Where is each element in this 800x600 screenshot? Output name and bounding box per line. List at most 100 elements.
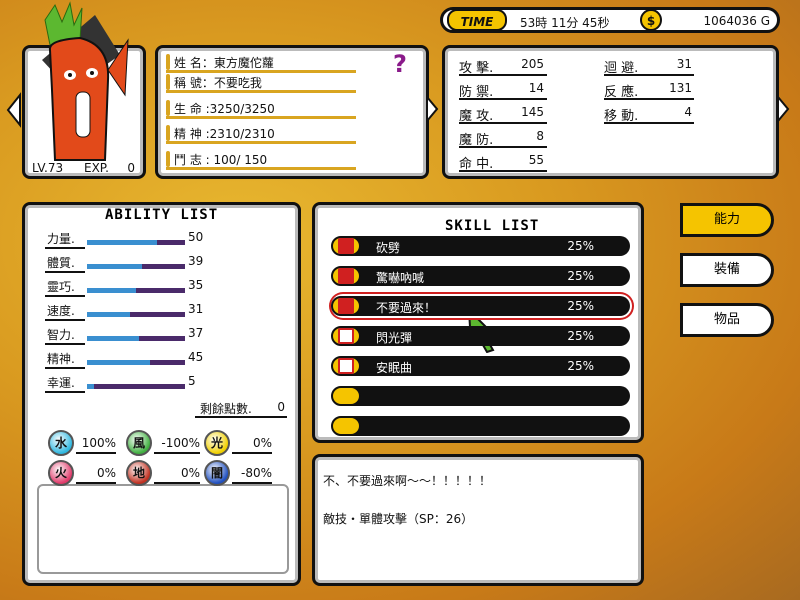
underline <box>166 116 356 119</box>
stat-label: 反 應. <box>604 85 639 100</box>
element-value: 0% <box>180 466 200 480</box>
profile-bar <box>166 151 170 167</box>
arrow <box>777 95 790 123</box>
underline <box>232 482 272 484</box>
skill-cap <box>331 386 361 406</box>
underline <box>604 122 694 124</box>
stat-value: 55 <box>528 153 544 167</box>
ability-bar <box>87 240 157 245</box>
ability-value: 5 <box>188 374 196 388</box>
skill-slot <box>333 326 630 346</box>
underline <box>459 170 547 172</box>
ability-bar-track <box>87 312 185 317</box>
skill-rate: 25% <box>567 329 594 343</box>
skill-name: 安眠曲 <box>376 361 413 375</box>
underline <box>45 367 85 369</box>
underline <box>459 98 547 100</box>
skill-rate: 25% <box>567 359 594 373</box>
ability-bar-track <box>87 288 185 293</box>
ability-label: 力量. <box>47 232 75 246</box>
stat-label: 迴 避. <box>604 61 639 76</box>
skill-name: 砍劈 <box>376 241 401 255</box>
skill-rate: 25% <box>567 239 594 253</box>
skill-slot <box>333 356 630 376</box>
profile-row: 鬥 志 : 100/ 150 <box>174 153 268 167</box>
underline <box>166 70 356 73</box>
skill-name: 不要過來！ <box>376 301 437 315</box>
description-box <box>312 454 644 586</box>
underline <box>76 452 116 454</box>
skill-name: 驚嚇吶喊 <box>376 271 425 285</box>
element-icon: 風 <box>126 430 152 456</box>
portrait <box>6 1 129 161</box>
skill-name: 閃光彈 <box>376 331 413 345</box>
skill-cap <box>331 416 361 436</box>
underline <box>45 271 85 273</box>
stat-value: 4 <box>684 105 692 119</box>
skill-icon <box>338 298 354 314</box>
stat-label: 移 動. <box>604 109 639 124</box>
element-value: 0% <box>252 436 272 450</box>
ability-bar <box>87 264 142 269</box>
skill-slot <box>333 296 630 316</box>
element-value: -100% <box>161 436 200 450</box>
stat-label: 魔 防. <box>459 133 494 148</box>
menu-button[interactable]: 裝備 <box>680 253 774 287</box>
element-value: 0% <box>96 466 116 480</box>
underline <box>45 343 85 345</box>
underline <box>459 146 547 148</box>
stat-label: 攻 擊. <box>459 61 494 76</box>
underline <box>45 319 85 321</box>
underline <box>604 98 694 100</box>
stat-value: 131 <box>669 81 692 95</box>
stat-label: 命 中. <box>459 157 494 172</box>
ability-value: 45 <box>188 350 204 364</box>
element-icon: 闇 <box>204 460 230 486</box>
level: LV.73 <box>32 161 64 175</box>
stat-value: 8 <box>536 129 544 143</box>
ability-bar <box>87 312 131 317</box>
arrow <box>426 95 439 123</box>
description-line: 敵技・單體攻擊（SP：26） <box>323 512 474 526</box>
ability-label: 幸運. <box>47 376 75 390</box>
play-time: 53時 11分 45秒 <box>520 16 610 30</box>
exp: 0 <box>127 161 135 175</box>
ability-label: 速度. <box>47 304 75 318</box>
ability-bar-track <box>87 384 185 389</box>
underline <box>166 90 356 93</box>
underline <box>76 482 116 484</box>
menu-button[interactable]: 能力 <box>680 203 774 237</box>
skill-rate: 25% <box>567 299 594 313</box>
underline <box>166 141 356 144</box>
exp-label: EXP. <box>84 161 109 175</box>
stat-value: 145 <box>521 105 544 119</box>
underline <box>45 391 85 393</box>
skill-slot <box>333 386 630 406</box>
money-icon: $ <box>640 9 662 31</box>
ability-bar <box>87 384 94 389</box>
profile-row: 生 命 :3250/3250 <box>174 102 275 116</box>
underline <box>459 74 547 76</box>
ability-value: 37 <box>188 326 204 340</box>
skill-rate: 25% <box>567 269 594 283</box>
ability-value: 50 <box>188 230 204 244</box>
ability-bar <box>87 360 150 365</box>
description-line: 不、不要過來啊～～！！！！！ <box>323 474 492 488</box>
money: 1064036 G <box>703 14 770 28</box>
menu-button[interactable]: 物品 <box>680 303 774 337</box>
remaining: 0 <box>277 400 285 414</box>
profile-bar <box>166 125 170 141</box>
ability-bar <box>87 336 139 341</box>
stat-label: 防 禦. <box>459 85 494 100</box>
profile-row: 姓 名：東方魔佗蘿 <box>174 56 274 70</box>
profile-bar <box>166 74 170 90</box>
skill-icon <box>338 328 354 344</box>
help-icon[interactable]: ? <box>393 50 407 78</box>
time-label: TIME <box>447 9 507 31</box>
skill-icon <box>338 268 354 284</box>
ability-label: 體質. <box>47 256 75 270</box>
underline <box>45 247 85 249</box>
stat-value: 31 <box>676 57 692 71</box>
ability-title: ABILITY LIST <box>105 207 219 223</box>
